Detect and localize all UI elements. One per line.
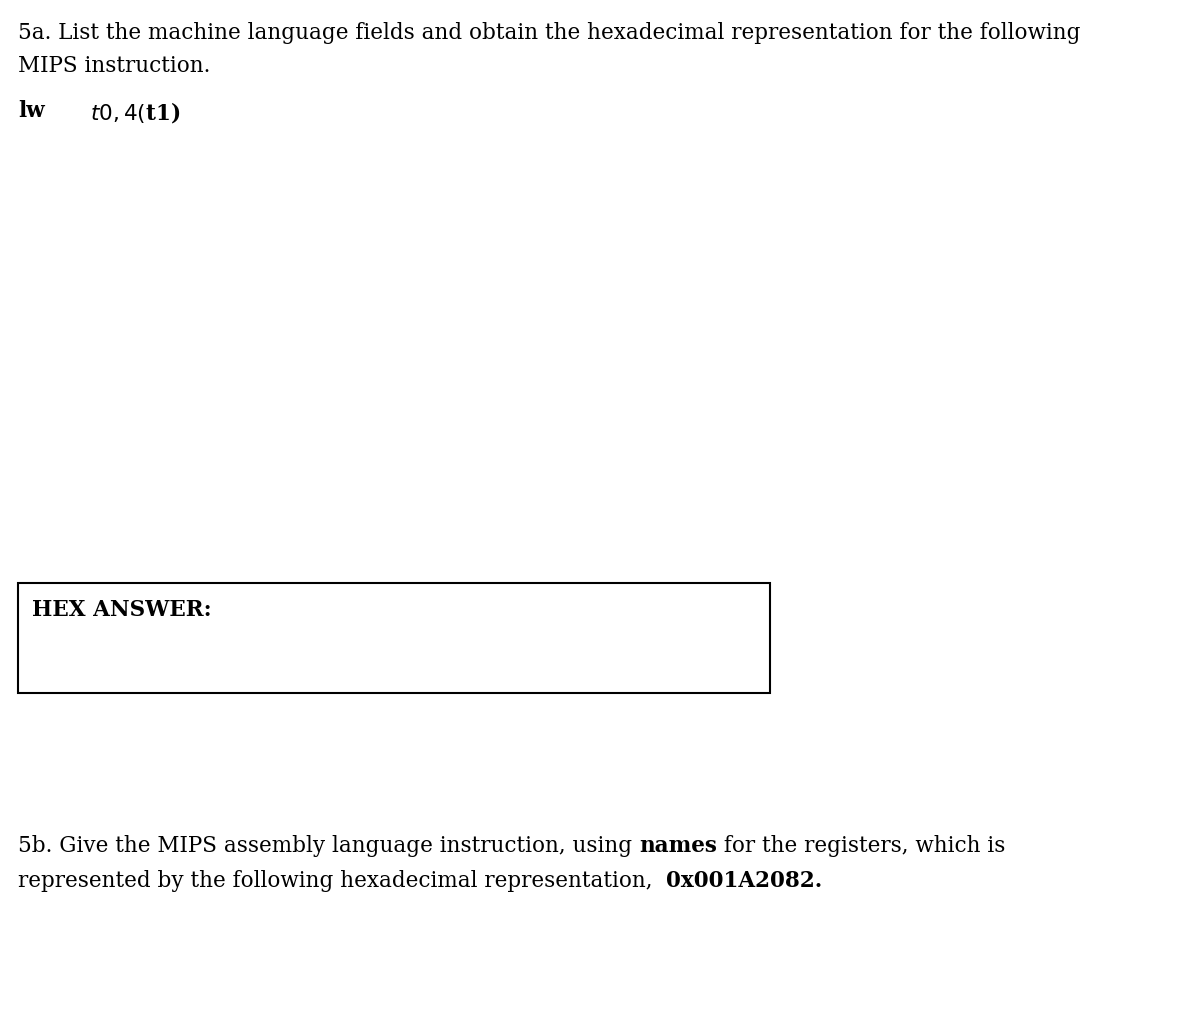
Text: MIPS instruction.: MIPS instruction. — [18, 55, 210, 77]
Text: $t0, 4 ($t1): $t0, 4 ($t1) — [90, 100, 180, 125]
Text: for the registers, which is: for the registers, which is — [716, 835, 1006, 857]
Text: lw: lw — [18, 100, 44, 122]
Bar — [18, 583, 770, 693]
Text: represented by the following hexadecimal representation,: represented by the following hexadecimal… — [18, 870, 666, 892]
Text: HEX ANSWER:: HEX ANSWER: — [32, 599, 211, 621]
Text: 0x001A2082.: 0x001A2082. — [666, 870, 822, 892]
Text: names: names — [640, 835, 716, 857]
Text: 5b. Give the MIPS assembly language instruction, using: 5b. Give the MIPS assembly language inst… — [18, 835, 640, 857]
Text: 5a. List the machine language fields and obtain the hexadecimal representation f: 5a. List the machine language fields and… — [18, 22, 1080, 44]
